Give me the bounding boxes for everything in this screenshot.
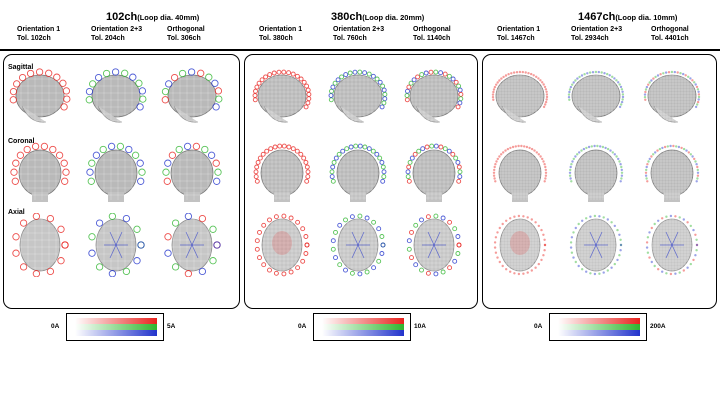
legend-min-label: 0A xyxy=(534,323,543,330)
header-divider xyxy=(0,49,720,51)
legend-bar-orientation1 xyxy=(558,318,640,324)
column-header: Orientation 2+3 Tol. 204ch xyxy=(91,26,143,42)
head-axial-orth-image xyxy=(640,213,704,277)
head-axial-o23-image xyxy=(326,213,390,277)
legend-max-label: 5A xyxy=(167,323,176,330)
legend-bar-orientation3 xyxy=(558,330,640,336)
head-sagittal-o23-image xyxy=(326,66,390,130)
head-coronal-o1-image xyxy=(250,140,314,204)
legend-bar-orientation2 xyxy=(558,324,640,330)
legend-bar-orientation1 xyxy=(322,318,404,324)
head-sagittal-o1-image xyxy=(250,66,314,130)
head-sagittal-orth-image xyxy=(160,66,224,130)
column-header: Orthogonal Tol. 1140ch xyxy=(413,26,451,42)
column-header: Orientation 2+3 Tol. 760ch xyxy=(333,26,385,42)
current-legend-1467ch: 0A 200A xyxy=(534,313,666,341)
column-header: Orientation 2+3 Tol. 2934ch xyxy=(571,26,623,42)
head-axial-o23-image xyxy=(84,212,148,278)
column-header: Orthogonal Tol. 306ch xyxy=(167,26,205,42)
head-axial-o1-image xyxy=(8,212,72,278)
legend-max-label: 200A xyxy=(650,323,666,330)
head-coronal-o1-image xyxy=(8,140,72,204)
head-sagittal-o23-image xyxy=(84,66,148,130)
column-header: Orthogonal Tol. 4401ch xyxy=(651,26,689,42)
head-axial-o1-image xyxy=(250,213,314,277)
legend-bar-orientation3 xyxy=(75,330,157,336)
head-coronal-o23-image xyxy=(84,140,148,204)
legend-bar-orientation2 xyxy=(322,324,404,330)
current-legend-380ch: 0A 10A xyxy=(298,313,426,341)
column-header: Orientation 1 Tol. 380ch xyxy=(259,26,303,42)
legend-min-label: 0A xyxy=(51,323,60,330)
legend-min-label: 0A xyxy=(298,323,307,330)
row-label-axial: Axial xyxy=(8,209,25,216)
legend-max-label: 10A xyxy=(414,323,426,330)
current-legend-102ch: 0A 5A xyxy=(51,313,175,341)
head-coronal-o23-image xyxy=(564,140,628,204)
head-sagittal-orth-image xyxy=(640,66,704,130)
column-header: Orientation 1 Tol. 1467ch xyxy=(497,26,541,42)
row-label-coronal: Coronal xyxy=(8,138,35,145)
head-sagittal-orth-image xyxy=(402,66,466,130)
head-axial-orth-image xyxy=(402,213,466,277)
group-title-102ch: 102ch(Loop dia. 40mm) xyxy=(106,11,200,23)
row-label-sagittal: Sagittal xyxy=(8,64,34,71)
head-coronal-o1-image xyxy=(488,140,552,204)
head-coronal-orth-image xyxy=(402,140,466,204)
head-coronal-orth-image xyxy=(640,140,704,204)
head-sagittal-o1-image xyxy=(488,66,552,130)
column-header: Orientation 1 Tol. 102ch xyxy=(17,26,61,42)
head-sagittal-o23-image xyxy=(564,66,628,130)
group-title-380ch: 380ch(Loop dia. 20mm) xyxy=(331,11,425,23)
legend-bar-orientation2 xyxy=(75,324,157,330)
head-sagittal-o1-image xyxy=(8,66,72,130)
head-coronal-o23-image xyxy=(326,140,390,204)
head-axial-orth-image xyxy=(160,212,224,278)
head-axial-o1-image xyxy=(488,213,552,277)
legend-bar-orientation3 xyxy=(322,330,404,336)
legend-bar-orientation1 xyxy=(75,318,157,324)
group-title-1467ch: 1467ch(Loop dia. 10mm) xyxy=(578,11,678,23)
head-coronal-orth-image xyxy=(160,140,224,204)
head-axial-o23-image xyxy=(564,213,628,277)
